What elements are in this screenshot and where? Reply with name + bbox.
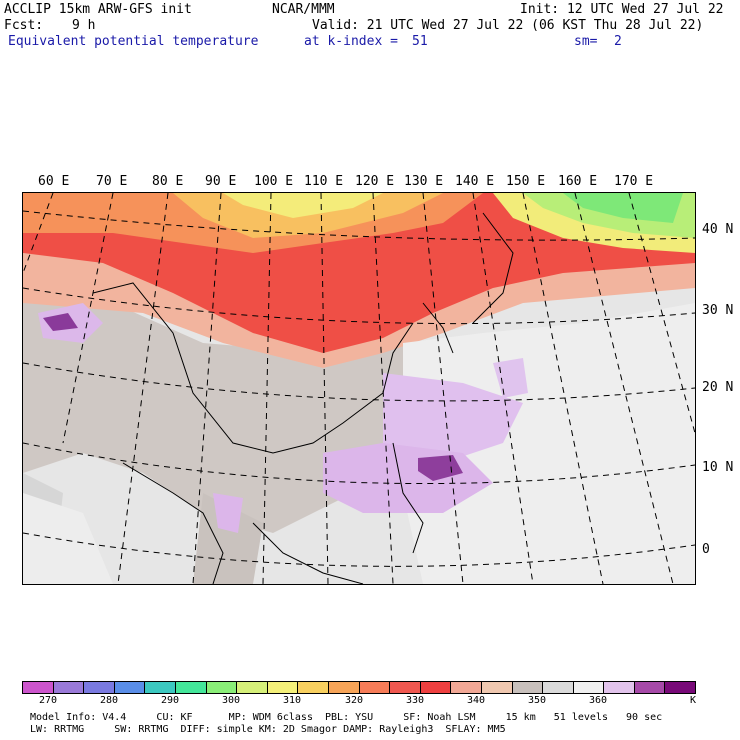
- colorbar-swatch: [573, 682, 605, 693]
- colorbar-tick: 280: [100, 695, 119, 706]
- lon-label: 130 E: [404, 174, 444, 189]
- colorbar-swatch: [451, 682, 482, 693]
- colorbar-swatch: [206, 682, 238, 693]
- colorbar-swatch: [114, 682, 146, 693]
- colorbar-swatch: [267, 682, 299, 693]
- colorbar-swatch: [53, 682, 85, 693]
- theta-e-field: [23, 193, 695, 584]
- colorbar-swatch: [481, 682, 513, 693]
- level-label: at k-index =: [304, 34, 398, 49]
- colorbar-swatch: [665, 682, 696, 693]
- organization-label: NCAR/MMM: [272, 2, 335, 17]
- colorbar-tick: 360: [589, 695, 608, 706]
- lon-label: 160 E: [558, 174, 598, 189]
- colorbar-tick: 320: [345, 695, 364, 706]
- colorbar-swatch: [420, 682, 452, 693]
- smoothing-value: 2: [614, 34, 622, 49]
- forecast-label: Fcst:: [4, 18, 44, 33]
- colorbar-unit: K: [690, 695, 697, 706]
- lon-label: 70 E: [96, 174, 128, 189]
- model-title: ACCLIP 15km ARW-GFS init: [4, 2, 192, 17]
- model-info-line-1: Model Info: V4.4 CU: KF MP: WDM 6class P…: [30, 712, 663, 723]
- field-name: Equivalent potential temperature: [8, 34, 259, 49]
- colorbar-swatch: [359, 682, 391, 693]
- colorbar-swatch: [175, 682, 207, 693]
- lon-label: 80 E: [152, 174, 184, 189]
- lat-label: 20 N: [702, 380, 734, 395]
- lon-label: 110 E: [304, 174, 344, 189]
- lon-label: 120 E: [355, 174, 395, 189]
- colorbar-swatch: [145, 682, 176, 693]
- lon-label: 90 E: [205, 174, 237, 189]
- lat-label: 40 N: [702, 222, 734, 237]
- model-info-line-2: LW: RRTMG SW: RRTMG DIFF: simple KM: 2D …: [30, 724, 506, 735]
- colorbar: [22, 681, 696, 694]
- lon-label: 170 E: [614, 174, 654, 189]
- colorbar-swatch: [84, 682, 115, 693]
- lon-label: 60 E: [38, 174, 70, 189]
- colorbar-swatch: [512, 682, 544, 693]
- colorbar-swatch: [328, 682, 360, 693]
- lon-label: 100 E: [254, 174, 294, 189]
- colorbar-tick: 300: [222, 695, 241, 706]
- colorbar-tick: 270: [39, 695, 58, 706]
- colorbar-swatch: [23, 682, 54, 693]
- smoothing-label: sm=: [574, 34, 598, 49]
- colorbar-swatch: [604, 682, 635, 693]
- lat-label: 30 N: [702, 303, 734, 318]
- forecast-hour: 9 h: [72, 18, 96, 33]
- lat-label: 0: [702, 542, 710, 557]
- colorbar-tick: 330: [406, 695, 425, 706]
- colorbar-tick: 310: [283, 695, 302, 706]
- colorbar-swatch: [298, 682, 329, 693]
- colorbar-swatch: [634, 682, 666, 693]
- colorbar-tick: 340: [467, 695, 486, 706]
- lon-label: 140 E: [455, 174, 495, 189]
- valid-time: Valid: 21 UTC Wed 27 Jul 22 (06 KST Thu …: [312, 18, 704, 33]
- colorbar-swatch: [390, 682, 421, 693]
- colorbar-swatch: [543, 682, 574, 693]
- colorbar-tick: 290: [161, 695, 180, 706]
- lon-label: 150 E: [506, 174, 546, 189]
- level-value: 51: [412, 34, 428, 49]
- lat-label: 10 N: [702, 460, 734, 475]
- init-time: Init: 12 UTC Wed 27 Jul 22: [520, 2, 724, 17]
- colorbar-swatch: [237, 682, 268, 693]
- map-panel: [22, 192, 696, 585]
- colorbar-tick: 350: [528, 695, 547, 706]
